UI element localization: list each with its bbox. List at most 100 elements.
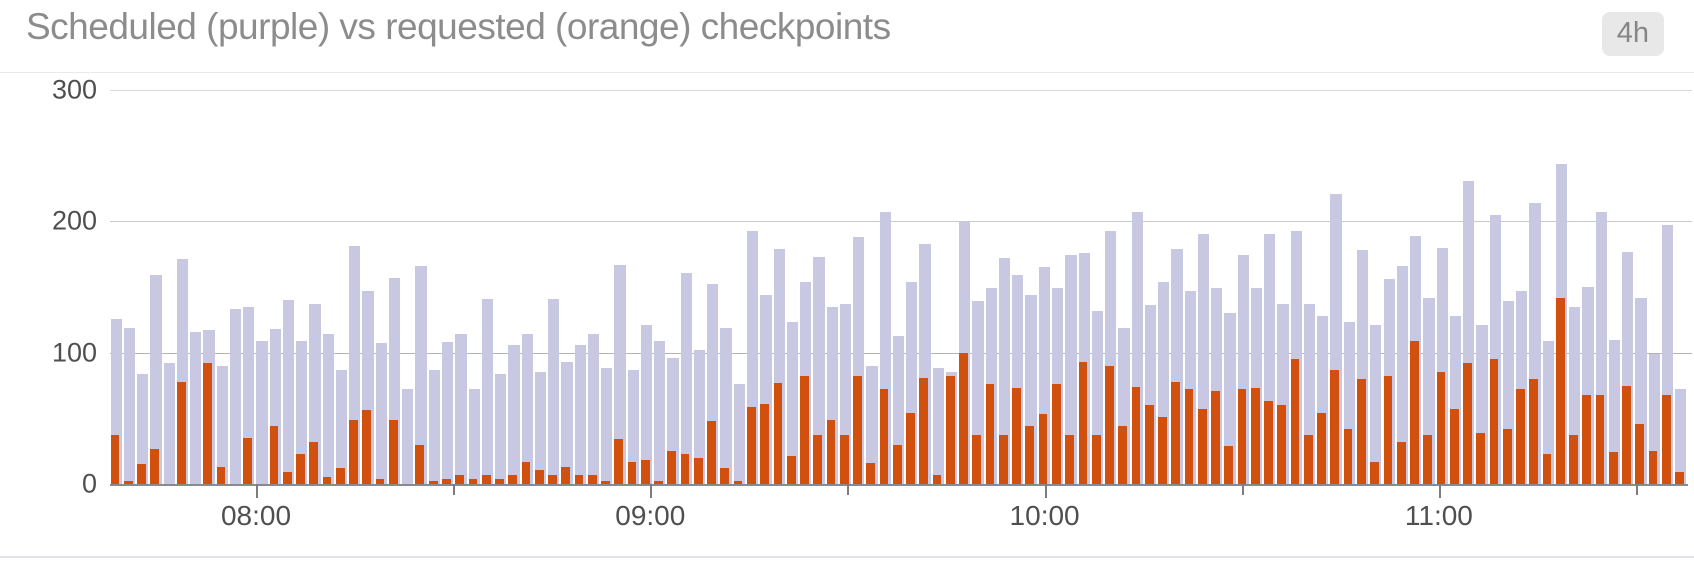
y-axis-tick-label: 300: [51, 74, 97, 105]
bar-scheduled: [388, 277, 401, 484]
y-axis-tick-label: 200: [51, 205, 97, 236]
x-axis-line: [110, 484, 1688, 486]
x-axis-tick-label: 09:00: [615, 500, 686, 531]
bar-requested: [521, 461, 531, 484]
bar-scheduled: [892, 335, 905, 484]
x-axis-tick-label: 11:00: [1404, 500, 1473, 531]
bar-requested: [1542, 453, 1552, 484]
bar-requested: [362, 410, 372, 484]
bar-requested: [1264, 401, 1273, 484]
bar-requested: [800, 376, 809, 484]
bar-requested: [1383, 376, 1393, 484]
bar-scheduled: [813, 256, 825, 484]
bar-requested: [1237, 389, 1247, 484]
bar-scheduled: [919, 243, 931, 484]
bar-scheduled: [853, 237, 865, 484]
bar-scheduled: [627, 369, 639, 484]
bar-requested: [1449, 409, 1459, 484]
bar-requested: [1423, 435, 1433, 484]
bar-requested: [1622, 385, 1631, 484]
bar-scheduled: [1675, 389, 1687, 484]
bar-scheduled: [548, 298, 560, 484]
bar-scheduled: [998, 258, 1011, 484]
bar-scheduled: [163, 363, 175, 484]
bar-requested: [627, 461, 637, 484]
chart-title: Scheduled (purple) vs requested (orange)…: [26, 6, 891, 47]
bar-scheduled: [1184, 290, 1196, 484]
bar-scheduled: [521, 334, 533, 484]
bar-scheduled: [1091, 310, 1104, 484]
bar-requested: [1489, 359, 1499, 484]
bar-scheduled: [906, 281, 918, 484]
gridline-200: [110, 221, 1692, 223]
bar-requested: [693, 457, 703, 484]
bar-requested: [1131, 386, 1141, 484]
plot-area[interactable]: 0 100 200 300: [0, 75, 1694, 499]
bar-requested: [1555, 297, 1565, 484]
bar-requested: [1675, 472, 1684, 484]
time-range-badge[interactable]: 4h: [1601, 12, 1664, 56]
bar-requested: [1250, 388, 1260, 484]
bar-requested: [1012, 388, 1021, 484]
bar-requested: [1317, 413, 1326, 484]
bar-requested: [1197, 409, 1207, 484]
bar-requested: [998, 435, 1008, 484]
bar-requested: [335, 468, 345, 484]
bar-requested: [985, 384, 995, 484]
y-axis-tick-label: 100: [51, 337, 97, 368]
bar-scheduled: [707, 284, 719, 484]
bar-scheduled: [1648, 353, 1660, 484]
bar-requested: [1025, 426, 1035, 484]
y-axis-tick-label: 0: [81, 468, 97, 499]
bar-scheduled: [1608, 339, 1621, 484]
bar-scheduled: [402, 389, 414, 484]
bar-scheduled: [587, 334, 600, 484]
bar-requested: [680, 453, 690, 484]
bar-scheduled: [654, 340, 666, 484]
bar-scheduled: [428, 369, 440, 484]
bar-requested: [1303, 435, 1313, 484]
bar-requested: [1343, 428, 1353, 484]
bar-scheduled: [879, 212, 891, 484]
bar-requested: [1396, 441, 1406, 484]
bar-scheduled: [1105, 230, 1117, 484]
bar-requested: [614, 439, 624, 484]
bar-scheduled: [150, 275, 162, 484]
bar-scheduled: [229, 309, 242, 484]
bar-scheduled: [362, 290, 374, 484]
x-axis-tick: [650, 484, 653, 498]
bar-requested: [534, 469, 544, 484]
bar-requested: [773, 382, 783, 484]
bar-requested: [1370, 461, 1379, 484]
bar-requested: [428, 481, 438, 484]
bar-requested: [1105, 365, 1114, 484]
bar-requested: [1463, 363, 1472, 484]
bar-scheduled: [601, 368, 613, 484]
bar-scheduled: [760, 294, 772, 484]
bar-scheduled: [269, 329, 281, 484]
bar-scheduled: [1343, 322, 1355, 484]
bar-scheduled: [747, 230, 759, 484]
bar-scheduled: [1502, 301, 1515, 484]
bar-requested: [216, 466, 226, 484]
bar-requested: [455, 474, 465, 484]
bar-requested: [959, 352, 968, 484]
bar-requested: [1144, 405, 1154, 484]
bar-requested: [640, 460, 650, 484]
bar-scheduled: [932, 368, 944, 484]
bar-requested: [932, 474, 942, 484]
bar-requested: [1529, 378, 1539, 484]
bar-scheduled: [375, 343, 387, 484]
bar-requested: [813, 435, 823, 484]
x-axis-tick-label: 08:00: [220, 500, 292, 531]
bar-scheduled: [349, 246, 361, 484]
x-axis-tick: [1241, 484, 1244, 495]
bar-scheduled: [1303, 304, 1316, 484]
bar-scheduled: [1237, 255, 1249, 484]
bar-scheduled: [1038, 267, 1050, 484]
bar-requested: [1356, 378, 1366, 484]
bar-scheduled: [1529, 202, 1541, 484]
bar-requested: [1118, 426, 1128, 484]
bar-scheduled: [1317, 315, 1329, 484]
bar-scheduled: [110, 318, 122, 484]
